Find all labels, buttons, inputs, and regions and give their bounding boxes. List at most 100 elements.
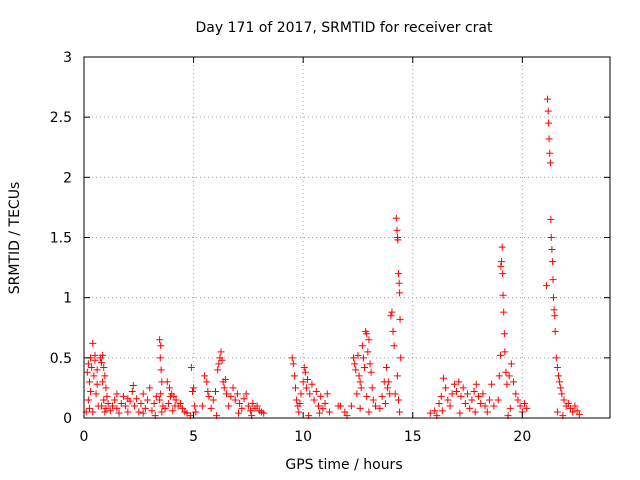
data-point [171,402,179,410]
data-point [378,392,386,400]
data-point [308,380,316,388]
data-point [557,384,565,392]
data-point [396,315,404,323]
data-point [371,402,379,410]
data-point [205,392,213,400]
data-point [369,396,377,404]
data-point [549,294,557,302]
data-point [192,408,200,416]
data-point [426,409,434,417]
data-point [495,372,503,380]
y-tick-label: 0 [63,411,72,427]
data-point [569,408,577,416]
data-point [249,400,257,408]
data-point [514,396,522,404]
data-point [225,402,233,410]
data-point [176,400,184,408]
y-tick-label: 3 [63,50,72,66]
data-point [354,351,362,359]
data-point [464,390,472,398]
data-point [341,408,349,416]
data-point [350,354,358,362]
data-point [388,308,396,316]
data-point [550,306,558,314]
data-point [496,351,504,359]
data-point [395,396,403,404]
data-point [551,327,559,335]
data-point [244,402,252,410]
data-point [323,390,331,398]
data-point [553,363,561,371]
data-point [361,363,369,371]
data-point [552,354,560,362]
data-point [494,396,502,404]
data-point [498,243,506,251]
data-point [203,378,211,386]
data-point [544,107,552,115]
data-point [448,390,456,398]
data-point [545,135,553,143]
data-point [485,396,493,404]
data-point [368,384,376,392]
data-point [101,408,109,416]
data-point [179,404,187,412]
data-point [387,312,395,320]
data-point [113,390,121,398]
data-point [481,402,489,410]
data-point [500,330,508,338]
data-point [115,409,123,417]
data-point [100,396,108,404]
data-point [542,282,550,290]
data-point [556,378,564,386]
data-point [549,258,557,266]
data-point [152,392,160,400]
data-point [512,390,520,398]
data-point [229,384,237,392]
data-point [547,215,555,223]
data-point [139,409,147,417]
data-point [548,246,556,254]
data-point [295,408,303,416]
data-point [122,402,130,410]
data-point [240,395,248,403]
x-tick-label: 10 [294,429,312,445]
data-point [289,360,297,368]
data-point [291,384,299,392]
data-point [363,330,371,338]
data-point [306,390,314,398]
data-point [393,226,401,234]
data-point [507,360,515,368]
data-point [144,396,152,404]
data-point [488,380,496,388]
data-point [137,400,145,408]
data-point [359,354,367,362]
x-tick-label: 5 [189,429,198,445]
data-point [157,342,165,350]
data-point [393,372,401,380]
data-point [218,356,226,364]
data-point [236,400,244,408]
data-point [300,363,308,371]
y-tick-labels: 0 0.5 1 1.5 2 2.5 3 [50,50,72,427]
data-point [247,407,255,415]
data-point [456,409,464,417]
data-point [356,378,364,386]
data-point [389,327,397,335]
data-point [233,390,241,398]
data-point [302,384,310,392]
data-point [146,384,154,392]
data-point [381,400,389,408]
chart-title: Day 171 of 2017, SRMTID for receiver cra… [196,20,493,36]
data-point [91,351,99,359]
data-point [108,402,116,410]
data-point [355,372,363,380]
data-point [438,407,446,415]
data-point [457,392,465,400]
data-point [288,354,296,362]
x-tick-label: 0 [80,429,89,445]
data-point [204,388,212,396]
data-point [453,388,461,396]
data-point [499,270,507,278]
data-point [317,392,325,400]
